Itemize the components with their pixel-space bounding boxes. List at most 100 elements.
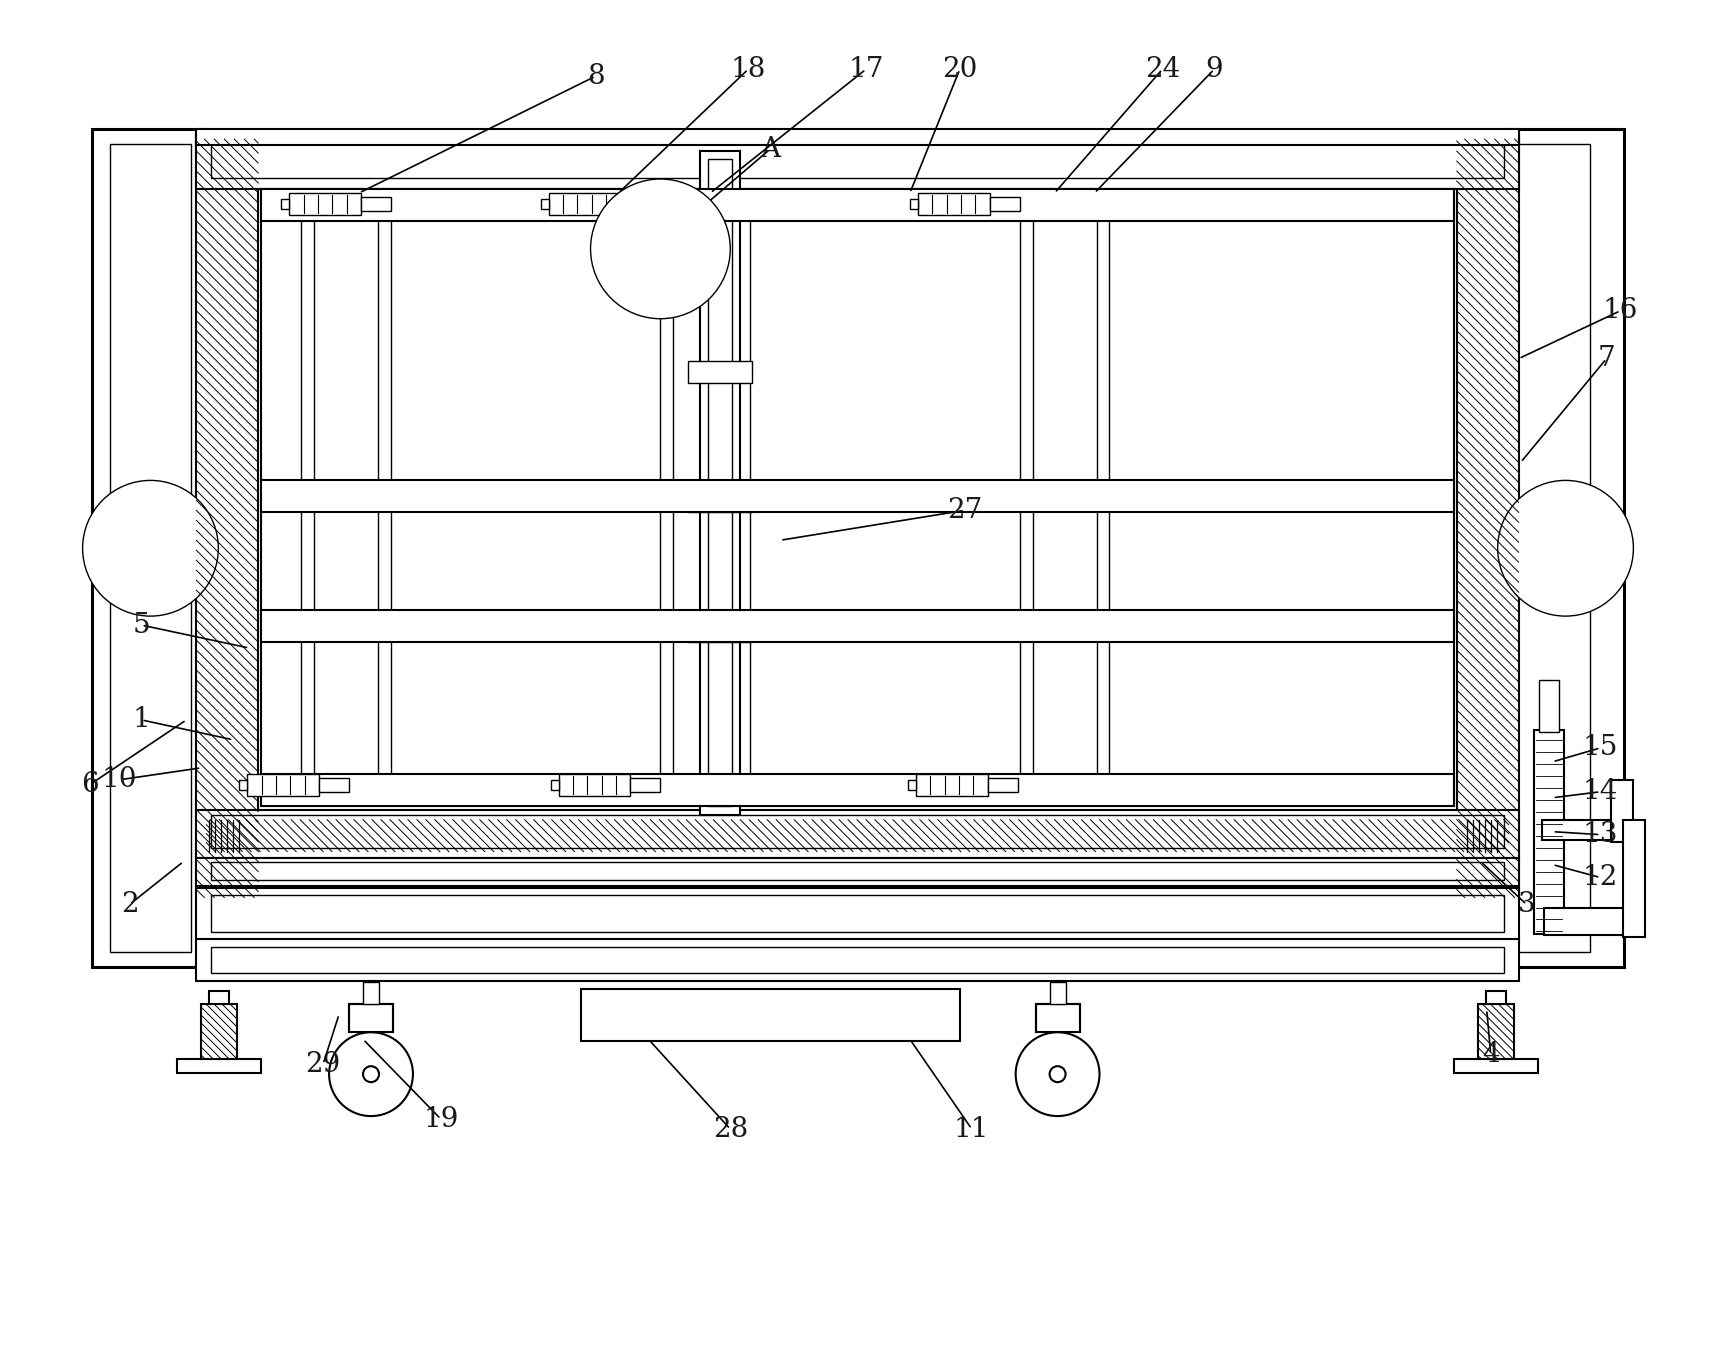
Circle shape [82, 480, 218, 616]
Bar [197, 858, 1517, 885]
Bar [201, 1005, 237, 1060]
Text: 9: 9 [1205, 55, 1222, 83]
Bar [1541, 819, 1620, 839]
Bar [197, 130, 1517, 190]
Bar [631, 777, 660, 792]
Bar [290, 192, 362, 215]
Bar [197, 939, 1517, 982]
Bar [197, 810, 1517, 858]
Text: 15: 15 [1582, 734, 1618, 761]
Bar [1455, 139, 1517, 897]
Bar [1453, 1060, 1537, 1073]
Bar [247, 773, 319, 796]
Bar [1484, 991, 1505, 1005]
Bar [687, 491, 752, 512]
Bar [197, 888, 1517, 943]
Bar [350, 1005, 393, 1032]
Circle shape [1496, 480, 1632, 616]
Text: 18: 18 [730, 55, 766, 83]
Bar [211, 947, 1503, 974]
Text: 3: 3 [1517, 890, 1534, 919]
Bar [1477, 1005, 1513, 1060]
Bar [1032, 208, 1095, 785]
Bar [281, 199, 290, 208]
Bar [989, 196, 1020, 211]
Bar [1611, 780, 1632, 842]
Bar [917, 192, 989, 215]
Bar [177, 1060, 261, 1073]
Text: 16: 16 [1603, 297, 1637, 324]
Bar [211, 894, 1503, 932]
Bar [910, 199, 917, 208]
Bar [211, 862, 1503, 880]
Bar [687, 620, 752, 642]
Bar [581, 990, 960, 1041]
Bar [91, 129, 209, 967]
Text: 6: 6 [81, 771, 98, 799]
Text: 5: 5 [132, 612, 151, 639]
Bar [261, 190, 1453, 806]
Bar [674, 208, 737, 785]
Bar [687, 360, 752, 382]
Text: 29: 29 [305, 1050, 341, 1077]
Bar [550, 780, 559, 790]
Bar [1049, 982, 1064, 1005]
Text: A: A [759, 136, 780, 163]
Bar [1035, 1005, 1078, 1032]
Bar [1623, 819, 1644, 937]
Bar [987, 777, 1016, 792]
Bar [261, 773, 1453, 806]
Bar [915, 773, 987, 796]
Text: 2: 2 [120, 890, 139, 919]
Text: 17: 17 [848, 55, 883, 83]
Text: 7: 7 [1597, 346, 1615, 373]
Bar [240, 780, 247, 790]
Bar [314, 208, 377, 785]
Text: 12: 12 [1582, 863, 1618, 892]
Text: 1: 1 [132, 706, 151, 733]
Text: 24: 24 [1143, 55, 1179, 83]
Text: 8: 8 [586, 63, 603, 90]
Bar [1020, 199, 1109, 796]
Text: 4: 4 [1481, 1041, 1498, 1068]
Bar [660, 199, 749, 796]
Text: 11: 11 [953, 1115, 989, 1142]
Bar [1537, 681, 1558, 732]
Bar [211, 143, 1503, 178]
Bar [363, 982, 379, 1005]
Text: 28: 28 [713, 1115, 747, 1142]
Bar [1508, 144, 1589, 952]
Circle shape [363, 1067, 379, 1083]
Text: 20: 20 [941, 55, 977, 83]
Bar [302, 199, 391, 796]
Bar [209, 991, 230, 1005]
Bar [319, 777, 350, 792]
Circle shape [590, 179, 730, 319]
Circle shape [1015, 1032, 1099, 1116]
Bar [261, 611, 1453, 642]
Bar [1507, 129, 1623, 967]
Bar [261, 190, 1453, 221]
Bar [362, 196, 391, 211]
Bar [708, 159, 732, 806]
Circle shape [1049, 1067, 1064, 1083]
Bar [620, 196, 650, 211]
Text: 13: 13 [1582, 822, 1618, 849]
Bar [110, 144, 192, 952]
Bar [211, 815, 1503, 847]
Bar [197, 139, 259, 897]
Circle shape [329, 1032, 413, 1116]
Bar [548, 192, 620, 215]
Text: 10: 10 [101, 767, 137, 794]
Text: 19: 19 [423, 1106, 458, 1132]
Bar [559, 773, 631, 796]
Bar [261, 480, 1453, 512]
Bar [540, 199, 548, 208]
Bar [1543, 908, 1642, 936]
Text: 14: 14 [1582, 779, 1618, 806]
Bar [1532, 730, 1563, 935]
Bar [197, 129, 1517, 145]
Text: 27: 27 [946, 496, 982, 523]
Bar [699, 151, 740, 815]
Bar [907, 780, 915, 790]
